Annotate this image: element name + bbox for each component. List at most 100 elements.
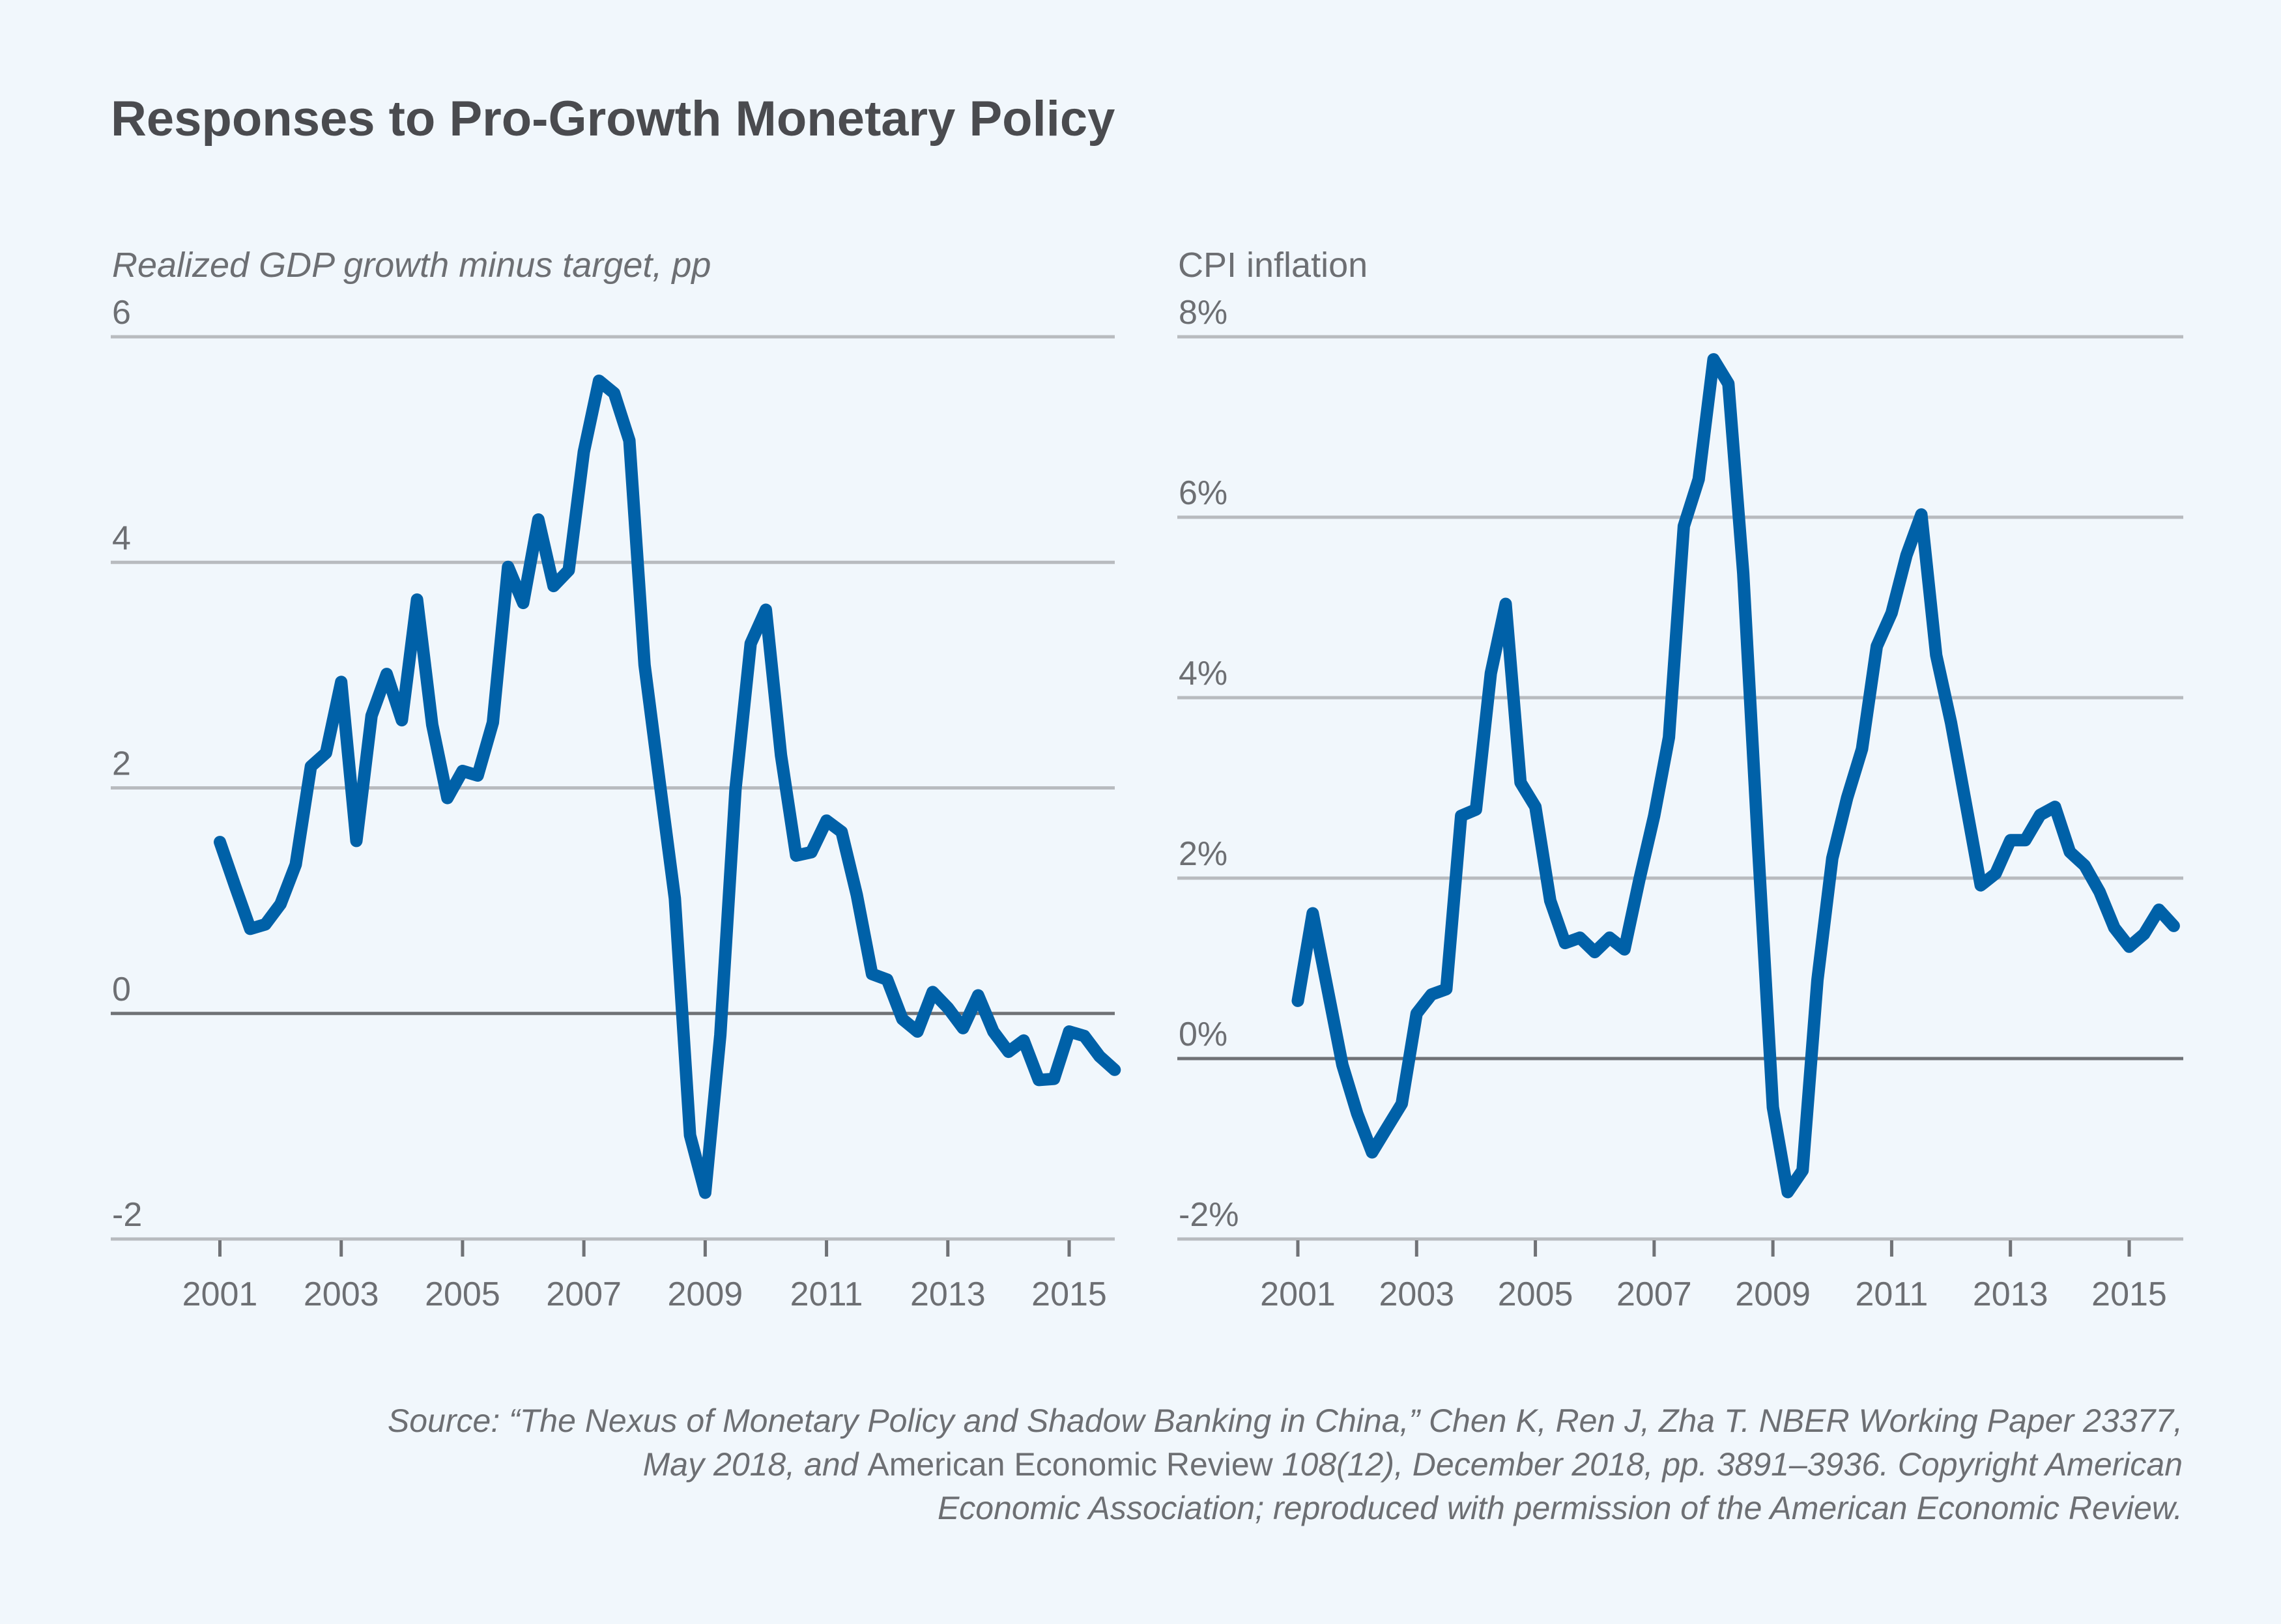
cpi-data-point bbox=[2049, 801, 2061, 813]
gdp-data-point bbox=[578, 446, 590, 458]
gdp-data-point bbox=[715, 1029, 726, 1041]
gdp-data-point bbox=[624, 434, 635, 446]
gdp-data-point bbox=[942, 1002, 954, 1014]
cpi-panel: CPI inflation -2% 0% 2% 4% 6% 8% 2001 2003 2005 20… bbox=[1177, 246, 2183, 1313]
cpi-data-point bbox=[2108, 922, 2120, 933]
cpi-data-point bbox=[1723, 378, 1734, 390]
gdp-data-point bbox=[366, 710, 377, 722]
cpi-data-point bbox=[1960, 798, 1972, 810]
gdp-data-point bbox=[866, 968, 878, 980]
cpi-data-point bbox=[1426, 989, 1437, 1001]
cpi-data-point bbox=[1678, 520, 1689, 532]
cpi-data-point bbox=[1767, 1102, 1779, 1113]
cpi-data-point bbox=[1604, 932, 1616, 943]
gdp-panel: Realized GDP growth minus target, pp -2 0 2… bbox=[111, 246, 1121, 1313]
gdp-data-point bbox=[442, 792, 453, 804]
gdp-x-tick-label: 2009 bbox=[668, 1275, 743, 1313]
gdp-data-point bbox=[305, 761, 317, 773]
gdp-data-point bbox=[532, 514, 544, 526]
gdp-data-point bbox=[988, 1026, 999, 1038]
cpi-data-point bbox=[1871, 640, 1883, 652]
source-segment: Economic Association; reproduced with pe… bbox=[938, 1490, 2183, 1526]
cpi-data-point bbox=[1663, 732, 1675, 743]
cpi-data-point bbox=[1351, 1108, 1363, 1120]
gdp-data-point bbox=[259, 919, 271, 930]
cpi-y-tick-label: 4% bbox=[1179, 655, 1227, 692]
figure-title: Responses to Pro-Growth Monetary Policy bbox=[111, 91, 1115, 147]
source-line: May 2018, and American Economic Review 1… bbox=[643, 1446, 2183, 1483]
gdp-y-tick-label: 0 bbox=[112, 971, 131, 1008]
cpi-data-point bbox=[1841, 792, 1853, 804]
cpi-data-point bbox=[1708, 354, 1719, 365]
cpi-series-line bbox=[1291, 353, 2180, 1199]
cpi-data-point bbox=[1544, 895, 1556, 907]
gdp-data-point bbox=[775, 749, 787, 761]
cpi-data-point bbox=[2005, 834, 2016, 846]
cpi-data-point bbox=[1782, 1186, 1794, 1198]
cpi-y-tick-label: 8% bbox=[1179, 294, 1227, 332]
cpi-x-tick-label: 2013 bbox=[1973, 1275, 2048, 1313]
cpi-data-point bbox=[1812, 975, 1824, 986]
gdp-data-point bbox=[805, 846, 817, 858]
cpi-data-point bbox=[1559, 937, 1571, 949]
cpi-data-point bbox=[1915, 509, 1927, 520]
gdp-data-point bbox=[336, 676, 347, 688]
gdp-data-point bbox=[821, 815, 833, 827]
gdp-data-point bbox=[396, 715, 408, 726]
gdp-x-tick-label: 2015 bbox=[1031, 1275, 1107, 1313]
cpi-data-point bbox=[1752, 841, 1764, 853]
cpi-data-point bbox=[1618, 943, 1630, 955]
cpi-y-tick-label: 2% bbox=[1179, 835, 1227, 873]
gdp-data-point bbox=[730, 783, 741, 795]
gdp-data-point bbox=[927, 986, 939, 998]
cpi-data-point bbox=[1574, 932, 1586, 943]
gdp-data-point bbox=[699, 1187, 711, 1199]
gdp-data-point bbox=[684, 1130, 696, 1141]
cpi-data-point bbox=[1693, 474, 1704, 485]
cpi-data-point bbox=[1307, 907, 1319, 919]
cpi-data-point bbox=[1441, 983, 1452, 995]
gdp-data-point bbox=[1003, 1046, 1014, 1058]
source-segment: May 2018, and bbox=[643, 1446, 868, 1483]
gdp-series-line bbox=[214, 375, 1121, 1199]
cpi-data-point bbox=[2034, 809, 2046, 821]
source-line: Economic Association; reproduced with pe… bbox=[938, 1490, 2183, 1526]
gdp-x-tick-label: 2003 bbox=[304, 1275, 379, 1313]
cpi-data-point bbox=[1589, 947, 1601, 958]
gdp-y-tick-label: 4 bbox=[112, 519, 131, 557]
gdp-data-point bbox=[882, 974, 893, 986]
cpi-data-point bbox=[1485, 668, 1497, 679]
cpi-data-point bbox=[2123, 941, 2135, 952]
gdp-data-point bbox=[972, 990, 984, 1001]
cpi-data-point bbox=[1856, 743, 1868, 755]
cpi-data-point bbox=[2153, 904, 2165, 916]
gdp-data-point bbox=[563, 564, 575, 576]
gdp-data-point bbox=[381, 668, 393, 680]
gdp-data-point bbox=[1094, 1051, 1106, 1062]
cpi-data-point bbox=[1470, 804, 1482, 816]
gdp-x-tick-label: 2013 bbox=[910, 1275, 986, 1313]
cpi-data-point bbox=[2093, 886, 2105, 898]
gdp-data-point bbox=[275, 898, 287, 910]
gdp-data-point bbox=[548, 580, 560, 592]
cpi-data-point bbox=[1292, 995, 1304, 1006]
gdp-data-point bbox=[1048, 1073, 1060, 1085]
cpi-y-tick-label: 0% bbox=[1179, 1016, 1227, 1053]
gdp-data-point bbox=[351, 835, 362, 847]
cpi-x-tick-label: 2007 bbox=[1616, 1275, 1692, 1313]
gdp-data-point bbox=[1109, 1064, 1121, 1076]
gdp-y-tick-label: -2 bbox=[112, 1196, 142, 1234]
gdp-data-point bbox=[911, 1026, 923, 1038]
gdp-y-axis-title: Realized GDP growth minus target, pp bbox=[112, 246, 711, 285]
gdp-x-tick-label: 2005 bbox=[425, 1275, 500, 1313]
gdp-data-point bbox=[654, 776, 666, 788]
gdp-data-point bbox=[1018, 1034, 1029, 1046]
cpi-y-axis-title: CPI inflation bbox=[1178, 246, 1368, 285]
cpi-data-point bbox=[1515, 776, 1527, 788]
cpi-data-point bbox=[1886, 607, 1897, 619]
gdp-data-point bbox=[290, 859, 302, 870]
gdp-data-point bbox=[593, 375, 605, 387]
gdp-data-point bbox=[426, 719, 438, 731]
